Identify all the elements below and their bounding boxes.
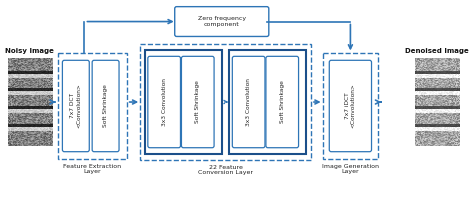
Text: Zero frequency
component: Zero frequency component [198,16,246,27]
Text: Noisy Image: Noisy Image [5,48,54,54]
Bar [140,44,311,160]
Text: Soft Shrinkage: Soft Shrinkage [195,81,200,123]
Text: 22 Feature
Conversion Layer: 22 Feature Conversion Layer [198,165,253,175]
FancyBboxPatch shape [148,56,181,148]
FancyBboxPatch shape [63,60,89,152]
Bar [145,50,222,154]
FancyBboxPatch shape [329,60,372,152]
Text: Denoised Image: Denoised Image [405,48,469,54]
Bar [323,53,378,159]
Text: Image Generation
Layer: Image Generation Layer [322,164,379,174]
Text: 3x3 Convolution: 3x3 Convolution [246,78,251,126]
FancyBboxPatch shape [232,56,265,148]
Text: 3x3 Convolution: 3x3 Convolution [162,78,167,126]
Text: Feature Extraction
Layer: Feature Extraction Layer [63,164,121,174]
FancyBboxPatch shape [175,7,269,37]
Text: 7x7 DCT
<Convolution>: 7x7 DCT <Convolution> [71,84,81,128]
Text: Soft Shrinkage: Soft Shrinkage [280,81,285,123]
FancyBboxPatch shape [266,56,299,148]
FancyBboxPatch shape [92,60,119,152]
Text: Soft Shrinkage: Soft Shrinkage [103,85,108,127]
FancyBboxPatch shape [182,56,214,148]
Text: 7x7 iDCT
<Convolution>: 7x7 iDCT <Convolution> [345,84,356,128]
Bar [229,50,306,154]
Bar [58,53,127,159]
